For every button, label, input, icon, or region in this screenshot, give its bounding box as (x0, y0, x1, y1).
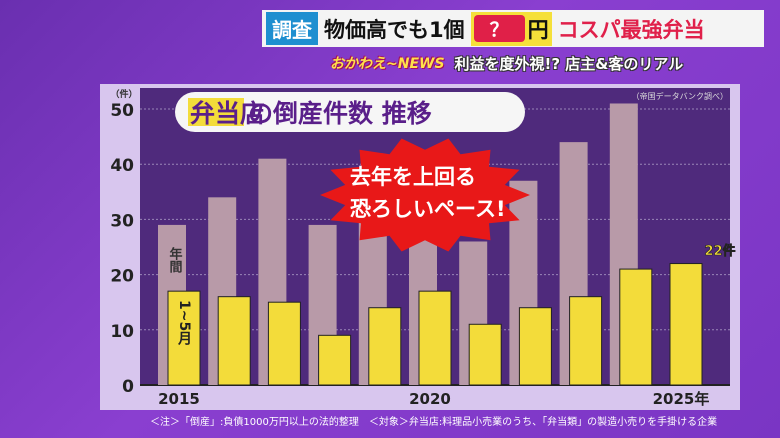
bar-jan-may-2022 (518, 307, 552, 386)
y-tick-label: 10 (110, 322, 134, 342)
y-tick-label: 30 (110, 211, 134, 231)
title-highlight-box (188, 98, 244, 126)
bar-jan-may-2019 (368, 307, 402, 386)
partial-year-label: 1~5月 (176, 300, 193, 347)
burst-text-line1: 去年を上回る (350, 165, 476, 189)
last-value-label: 22件 (704, 243, 735, 259)
chart-title-highlight: 弁当店 (190, 99, 265, 128)
subtitle: 利益を度外視!? 店主&客のリアル (454, 54, 684, 73)
source-label: （帝国データバンク調べ） (632, 91, 728, 101)
headline-text: 物価高でも1個 (324, 17, 465, 42)
x-tick-label: 2015 (158, 390, 200, 408)
y-tick-label: 50 (110, 101, 134, 121)
annual-label: 年間 (167, 246, 183, 274)
program-logo: おかわえ~NEWS (330, 56, 445, 72)
subtitle-row: おかわえ~NEWS 利益を度外視!? 店主&客のリアル (330, 51, 683, 75)
y-tick-label: 0 (122, 377, 134, 397)
footnote: ＜注＞「倒産」:負債1000万円以上の法的整理 ＜対象＞弁当店:料理品小売業のう… (150, 417, 718, 428)
yen-label: 円 (527, 17, 549, 42)
bar-jan-may-2023 (569, 296, 603, 386)
question-mark-box: ？ (473, 15, 525, 42)
burst-text-line2: 恐ろしいペース! (350, 197, 506, 221)
y-tick-label: 40 (110, 156, 134, 176)
headline-banner: 調査 物価高でも1個 ？ 円 コスパ最強弁当 (262, 10, 764, 47)
headline-red-text: コスパ最強弁当 (557, 17, 705, 42)
x-tick-label: 2020 (409, 390, 451, 408)
title-pill (175, 92, 525, 132)
bar-jan-may-2025 (669, 263, 703, 386)
category-tag: 調査 (266, 12, 318, 45)
bar-jan-may-2017 (267, 301, 301, 386)
burst-callout-shape (320, 138, 530, 252)
bar-jan-may-2018 (318, 334, 352, 386)
x-tick-label: 2025年 (653, 390, 710, 408)
chart-title: の倒産件数 推移 (248, 99, 432, 128)
y-tick-label: 20 (110, 267, 134, 287)
bar-jan-may-2015 (167, 290, 201, 386)
price-box: ？ 円 (470, 11, 552, 46)
bar-jan-may-2016 (217, 296, 251, 386)
y-unit-label: （件） (110, 88, 137, 100)
bar-jan-may-2021 (468, 323, 502, 386)
bar-jan-may-2020 (418, 290, 452, 386)
bar-jan-may-2024 (619, 268, 653, 386)
